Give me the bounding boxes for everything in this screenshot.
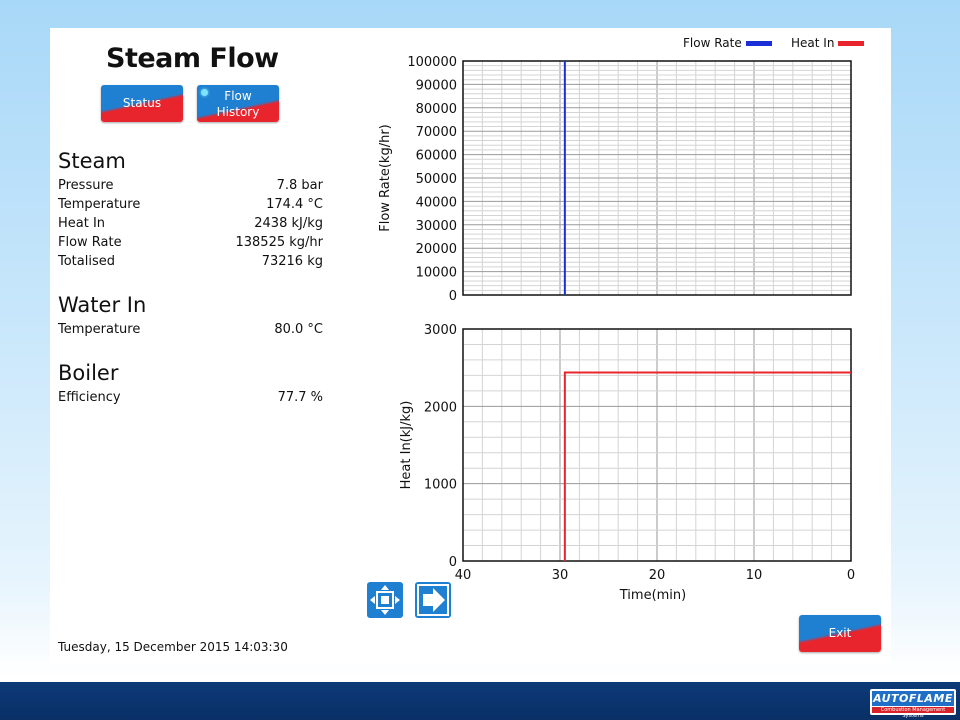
plot-frame xyxy=(462,60,852,296)
flow-history-label-line1: Flow xyxy=(224,89,252,103)
water-in-heading: Water In xyxy=(58,293,147,317)
logo-name: AUTOFLAME xyxy=(872,691,954,706)
steam-heading: Steam xyxy=(58,149,126,173)
boiler-row: Efficiency 77.7 % xyxy=(58,390,323,405)
steam-row: Totalised 73216 kg xyxy=(58,254,323,269)
y-tick-label: 30000 xyxy=(416,219,457,234)
y-tick-label: 40000 xyxy=(416,195,457,210)
series-line xyxy=(563,371,851,561)
expand-arrows-icon[interactable] xyxy=(367,582,403,618)
exit-button[interactable]: Exit xyxy=(799,615,881,652)
x-tick-label: 10 xyxy=(746,568,763,583)
plot-frame xyxy=(462,328,852,562)
legend-flow-rate-swatch xyxy=(746,41,772,46)
flow-history-button[interactable]: Flow History xyxy=(197,85,279,122)
x-tick-label: 0 xyxy=(847,568,855,583)
flow-history-label-line2: History xyxy=(216,105,260,119)
arrow-right-icon[interactable] xyxy=(415,582,451,618)
x-tick-label: 40 xyxy=(455,568,472,583)
y-tick-label: 10000 xyxy=(416,266,457,281)
page-title: Steam Flow xyxy=(106,43,279,74)
y-tick-label: 1000 xyxy=(424,478,457,493)
x-tick-label: 30 xyxy=(552,568,569,583)
legend-flow-rate-label: Flow Rate xyxy=(683,36,742,50)
y-tick-label: 0 xyxy=(449,555,457,570)
y-axis-label: Flow Rate(kg/hr) xyxy=(378,124,393,232)
y-tick-label: 60000 xyxy=(416,149,457,164)
boiler-heading: Boiler xyxy=(58,361,119,385)
y-tick-label: 50000 xyxy=(416,172,457,187)
y-tick-label: 0 xyxy=(449,289,457,304)
main-panel xyxy=(50,28,891,665)
legend-heat-in-label: Heat In xyxy=(791,36,835,50)
status-button[interactable]: Status xyxy=(101,85,183,122)
y-tick-label: 2000 xyxy=(424,400,457,415)
steam-row: Flow Rate 138525 kg/hr xyxy=(58,235,323,250)
logo-tagline: Combustion Management Systems xyxy=(872,707,954,719)
y-tick-label: 20000 xyxy=(416,242,457,257)
autoflame-logo: AUTOFLAME Combustion Management Systems xyxy=(870,689,956,719)
y-tick-label: 80000 xyxy=(416,102,457,117)
datetime-label: Tuesday, 15 December 2015 14:03:30 xyxy=(58,640,288,654)
water-in-row: Temperature 80.0 °C xyxy=(58,322,323,337)
y-tick-label: 90000 xyxy=(416,78,457,93)
steam-row: Pressure 7.8 bar xyxy=(58,178,323,193)
legend-heat-in-swatch xyxy=(838,41,864,46)
x-tick-label: 20 xyxy=(649,568,666,583)
y-tick-label: 3000 xyxy=(424,323,457,338)
footer-bar xyxy=(0,682,960,720)
active-indicator-icon xyxy=(201,89,208,96)
y-axis-label: Heat In(kJ/kg) xyxy=(399,401,414,490)
x-axis-label: Time(min) xyxy=(619,588,686,603)
steam-row: Temperature 174.4 °C xyxy=(58,197,323,212)
y-tick-label: 70000 xyxy=(416,125,457,140)
y-tick-label: 100000 xyxy=(407,55,457,70)
steam-row: Heat In 2438 kJ/kg xyxy=(58,216,323,231)
